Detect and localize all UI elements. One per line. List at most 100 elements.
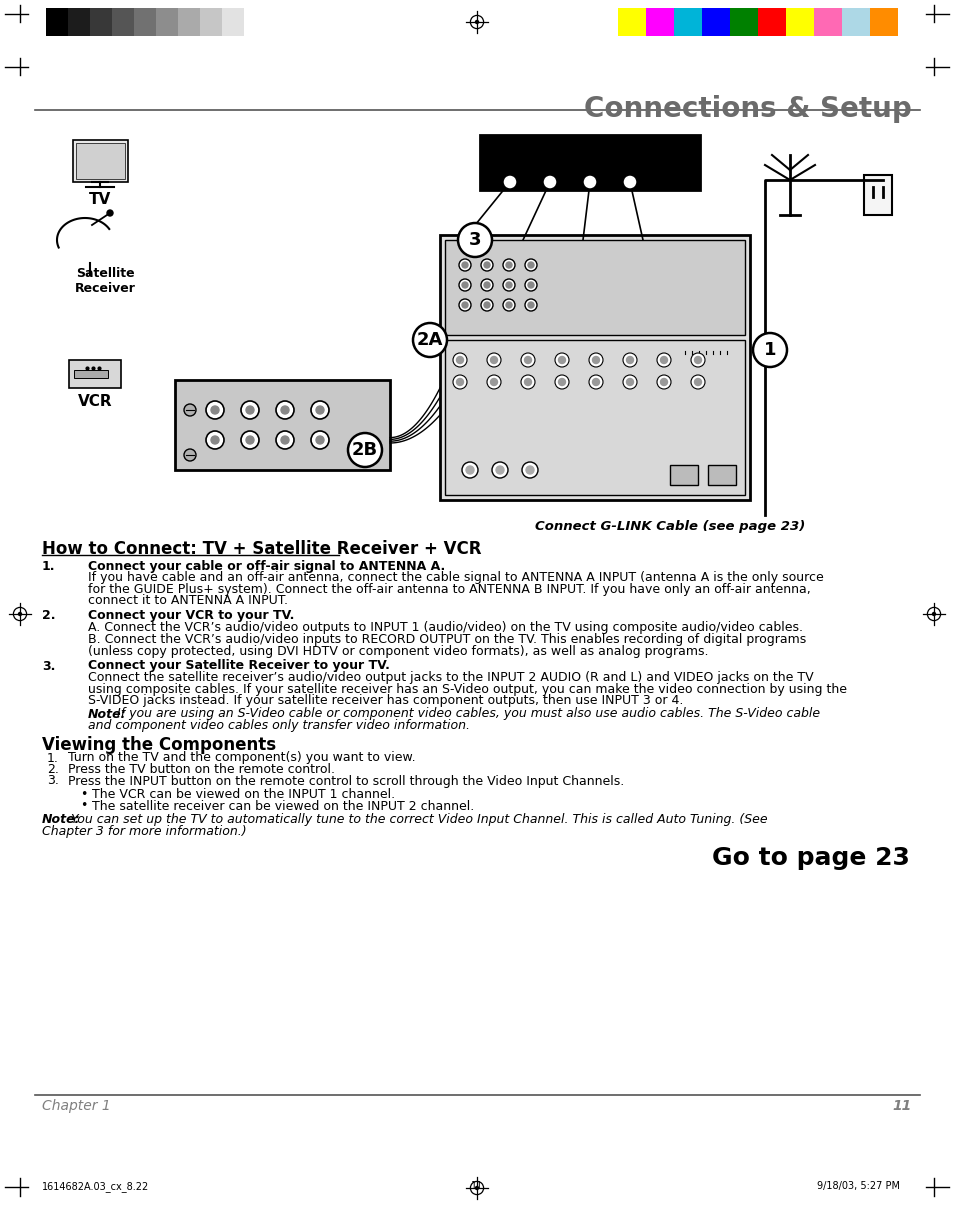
Text: Chapter 1: Chapter 1 — [42, 1099, 111, 1113]
Circle shape — [492, 462, 507, 478]
Circle shape — [502, 175, 517, 189]
Circle shape — [931, 613, 935, 615]
Circle shape — [752, 332, 786, 368]
Circle shape — [496, 465, 503, 474]
Circle shape — [542, 175, 557, 189]
Circle shape — [465, 465, 474, 474]
Circle shape — [206, 430, 224, 449]
Circle shape — [211, 406, 219, 413]
Text: •: • — [80, 788, 88, 802]
Bar — [701, 8, 729, 36]
Text: TV: TV — [89, 192, 111, 207]
Text: 3: 3 — [468, 231, 480, 249]
Circle shape — [694, 357, 700, 364]
Circle shape — [521, 462, 537, 478]
Text: Go to page 23: Go to page 23 — [711, 846, 909, 870]
Bar — [73, 140, 128, 183]
Circle shape — [524, 279, 537, 291]
Circle shape — [588, 375, 602, 389]
Text: If you have cable and an off-air antenna, connect the cable signal to ANTENNA A : If you have cable and an off-air antenna… — [88, 572, 822, 584]
Circle shape — [456, 357, 463, 364]
Bar — [156, 8, 178, 36]
Text: Press the INPUT button on the remote control to scroll through the Video Input C: Press the INPUT button on the remote con… — [68, 775, 623, 787]
Circle shape — [524, 259, 537, 271]
Circle shape — [525, 465, 534, 474]
Circle shape — [311, 401, 329, 420]
Circle shape — [315, 436, 324, 444]
Bar — [133, 8, 156, 36]
Text: 9/18/03, 5:27 PM: 9/18/03, 5:27 PM — [816, 1181, 899, 1191]
Circle shape — [275, 430, 294, 449]
Text: Connect the satellite receiver’s audio/video output jacks to the INPUT 2 AUDIO (: Connect the satellite receiver’s audio/v… — [88, 671, 813, 684]
Bar — [707, 465, 735, 485]
Circle shape — [520, 353, 535, 368]
Bar — [74, 370, 108, 378]
Bar — [758, 8, 785, 36]
Circle shape — [490, 357, 497, 364]
Bar — [178, 8, 200, 36]
Circle shape — [206, 401, 224, 420]
Circle shape — [502, 279, 515, 291]
Text: Chapter 3 for more information.): Chapter 3 for more information.) — [42, 825, 247, 838]
Circle shape — [461, 282, 468, 288]
Bar — [673, 8, 701, 36]
Circle shape — [659, 357, 667, 364]
Circle shape — [582, 175, 597, 189]
Bar — [112, 8, 133, 36]
Text: Connections & Setup: Connections & Setup — [583, 96, 911, 123]
Text: B. Connect the VCR’s audio/video inputs to RECORD OUTPUT on the TV. This enables: B. Connect the VCR’s audio/video inputs … — [88, 634, 805, 647]
Text: and component video cables only transfer video information.: and component video cables only transfer… — [88, 719, 470, 731]
Circle shape — [453, 375, 467, 389]
Circle shape — [690, 353, 704, 368]
Circle shape — [211, 436, 219, 444]
Circle shape — [558, 378, 565, 386]
Text: Press the TV button on the remote control.: Press the TV button on the remote contro… — [68, 763, 335, 776]
Text: 3.: 3. — [42, 659, 55, 672]
Circle shape — [505, 302, 512, 308]
Circle shape — [480, 279, 493, 291]
Text: 2A: 2A — [416, 331, 443, 349]
Circle shape — [502, 259, 515, 271]
Circle shape — [18, 613, 22, 615]
Bar — [645, 8, 673, 36]
Circle shape — [315, 406, 324, 413]
Bar — [439, 235, 749, 501]
Text: for the GUIDE Plus+ system). Connect the off-air antenna to ANTENNA B INPUT. If : for the GUIDE Plus+ system). Connect the… — [88, 583, 810, 596]
Circle shape — [490, 378, 497, 386]
Circle shape — [486, 375, 500, 389]
Text: A. Connect the VCR’s audio/video outputs to INPUT 1 (audio/video) on the TV usin: A. Connect the VCR’s audio/video outputs… — [88, 620, 802, 634]
Circle shape — [246, 406, 253, 413]
Circle shape — [524, 378, 531, 386]
Circle shape — [458, 279, 471, 291]
Circle shape — [622, 375, 637, 389]
Circle shape — [659, 378, 667, 386]
Bar — [46, 8, 68, 36]
Bar — [813, 8, 841, 36]
Circle shape — [311, 430, 329, 449]
Bar — [444, 241, 744, 335]
Bar — [869, 8, 897, 36]
Circle shape — [241, 401, 258, 420]
Circle shape — [458, 259, 471, 271]
Circle shape — [622, 353, 637, 368]
Bar — [174, 380, 390, 470]
Circle shape — [184, 449, 195, 461]
Circle shape — [657, 375, 670, 389]
Bar — [222, 8, 244, 36]
Circle shape — [690, 375, 704, 389]
Circle shape — [475, 21, 478, 23]
Circle shape — [588, 353, 602, 368]
Circle shape — [558, 357, 565, 364]
Circle shape — [413, 323, 447, 357]
Circle shape — [483, 262, 490, 268]
Bar — [618, 8, 645, 36]
Circle shape — [622, 175, 637, 189]
Bar — [841, 8, 869, 36]
Circle shape — [480, 259, 493, 271]
Text: Connect your cable or off-air signal to ANTENNA A.: Connect your cable or off-air signal to … — [88, 560, 445, 573]
Bar — [479, 135, 700, 190]
Circle shape — [457, 222, 492, 258]
Text: Connect your Satellite Receiver to your TV.: Connect your Satellite Receiver to your … — [88, 659, 390, 672]
Text: 11: 11 — [471, 1181, 482, 1191]
Circle shape — [107, 210, 112, 216]
